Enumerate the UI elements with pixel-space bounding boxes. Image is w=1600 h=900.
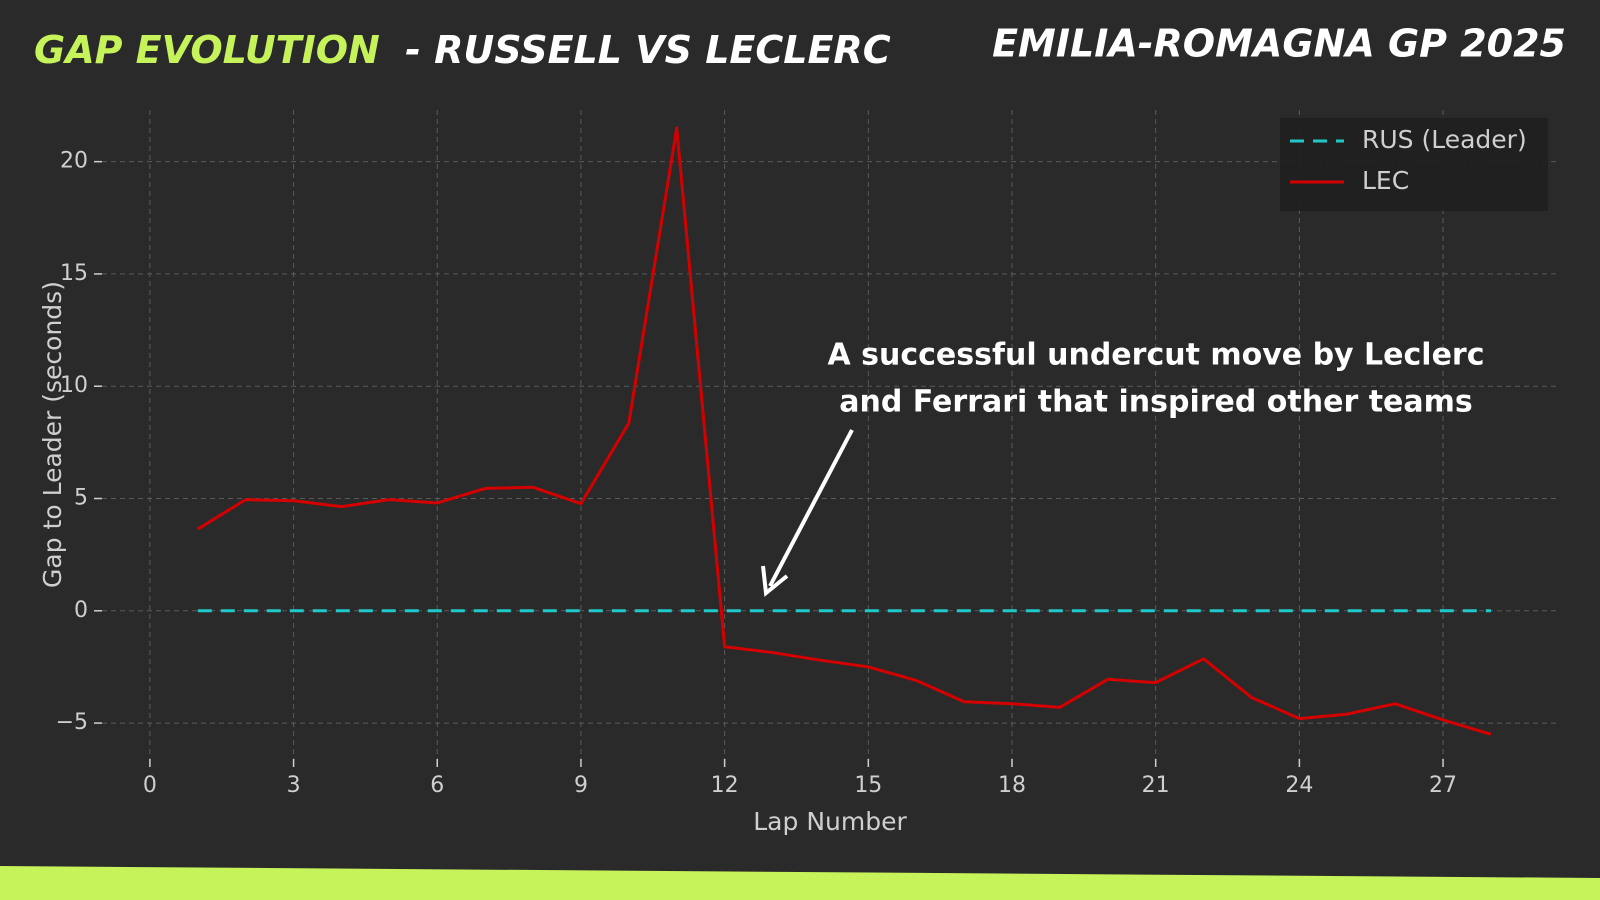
x-tick-label: 21 bbox=[1142, 773, 1170, 798]
title-highlight: GAP EVOLUTION bbox=[34, 28, 380, 72]
annotation-arrow bbox=[768, 429, 854, 587]
annotation-text: and Ferrari that inspired other teams bbox=[839, 385, 1473, 420]
x-tick-label: 18 bbox=[998, 773, 1026, 798]
legend-label: LEC bbox=[1362, 166, 1409, 195]
x-axis-label: Lap Number bbox=[753, 807, 907, 836]
annotation-arrowhead bbox=[761, 565, 789, 597]
x-tick-label: 6 bbox=[430, 773, 444, 798]
legend-box bbox=[1280, 118, 1548, 211]
chart-subtitle: EMILIA-ROMAGNA GP 2025 bbox=[992, 22, 1566, 66]
legend: RUS (Leader) LEC bbox=[1280, 118, 1548, 211]
x-tick-label: 15 bbox=[854, 773, 882, 798]
accent-stripe bbox=[0, 866, 1600, 900]
y-tick-label: 15 bbox=[60, 261, 88, 286]
x-tick-label: 0 bbox=[143, 773, 157, 798]
y-tick-label: 20 bbox=[60, 149, 88, 174]
x-tick-label: 24 bbox=[1285, 773, 1313, 798]
title-rest: - RUSSELL VS LECLERC bbox=[405, 28, 891, 72]
legend-label: RUS (Leader) bbox=[1362, 125, 1527, 154]
y-tick-label: 0 bbox=[74, 598, 88, 623]
x-tick-label: 3 bbox=[287, 773, 301, 798]
y-tick-label: 5 bbox=[74, 486, 88, 511]
x-tick-label: 9 bbox=[574, 773, 588, 798]
chart-title: GAP EVOLUTION - RUSSELL VS LECLERC bbox=[34, 28, 891, 72]
y-tick-label: −5 bbox=[56, 710, 88, 735]
x-tick-label: 12 bbox=[711, 773, 739, 798]
annotation-text: A successful undercut move by Leclerc bbox=[827, 338, 1484, 373]
y-axis-label: Gap to Leader (seconds) bbox=[38, 281, 67, 588]
y-tick-label: 10 bbox=[60, 373, 88, 398]
series-line bbox=[197, 126, 1492, 736]
x-tick-label: 27 bbox=[1429, 773, 1457, 798]
